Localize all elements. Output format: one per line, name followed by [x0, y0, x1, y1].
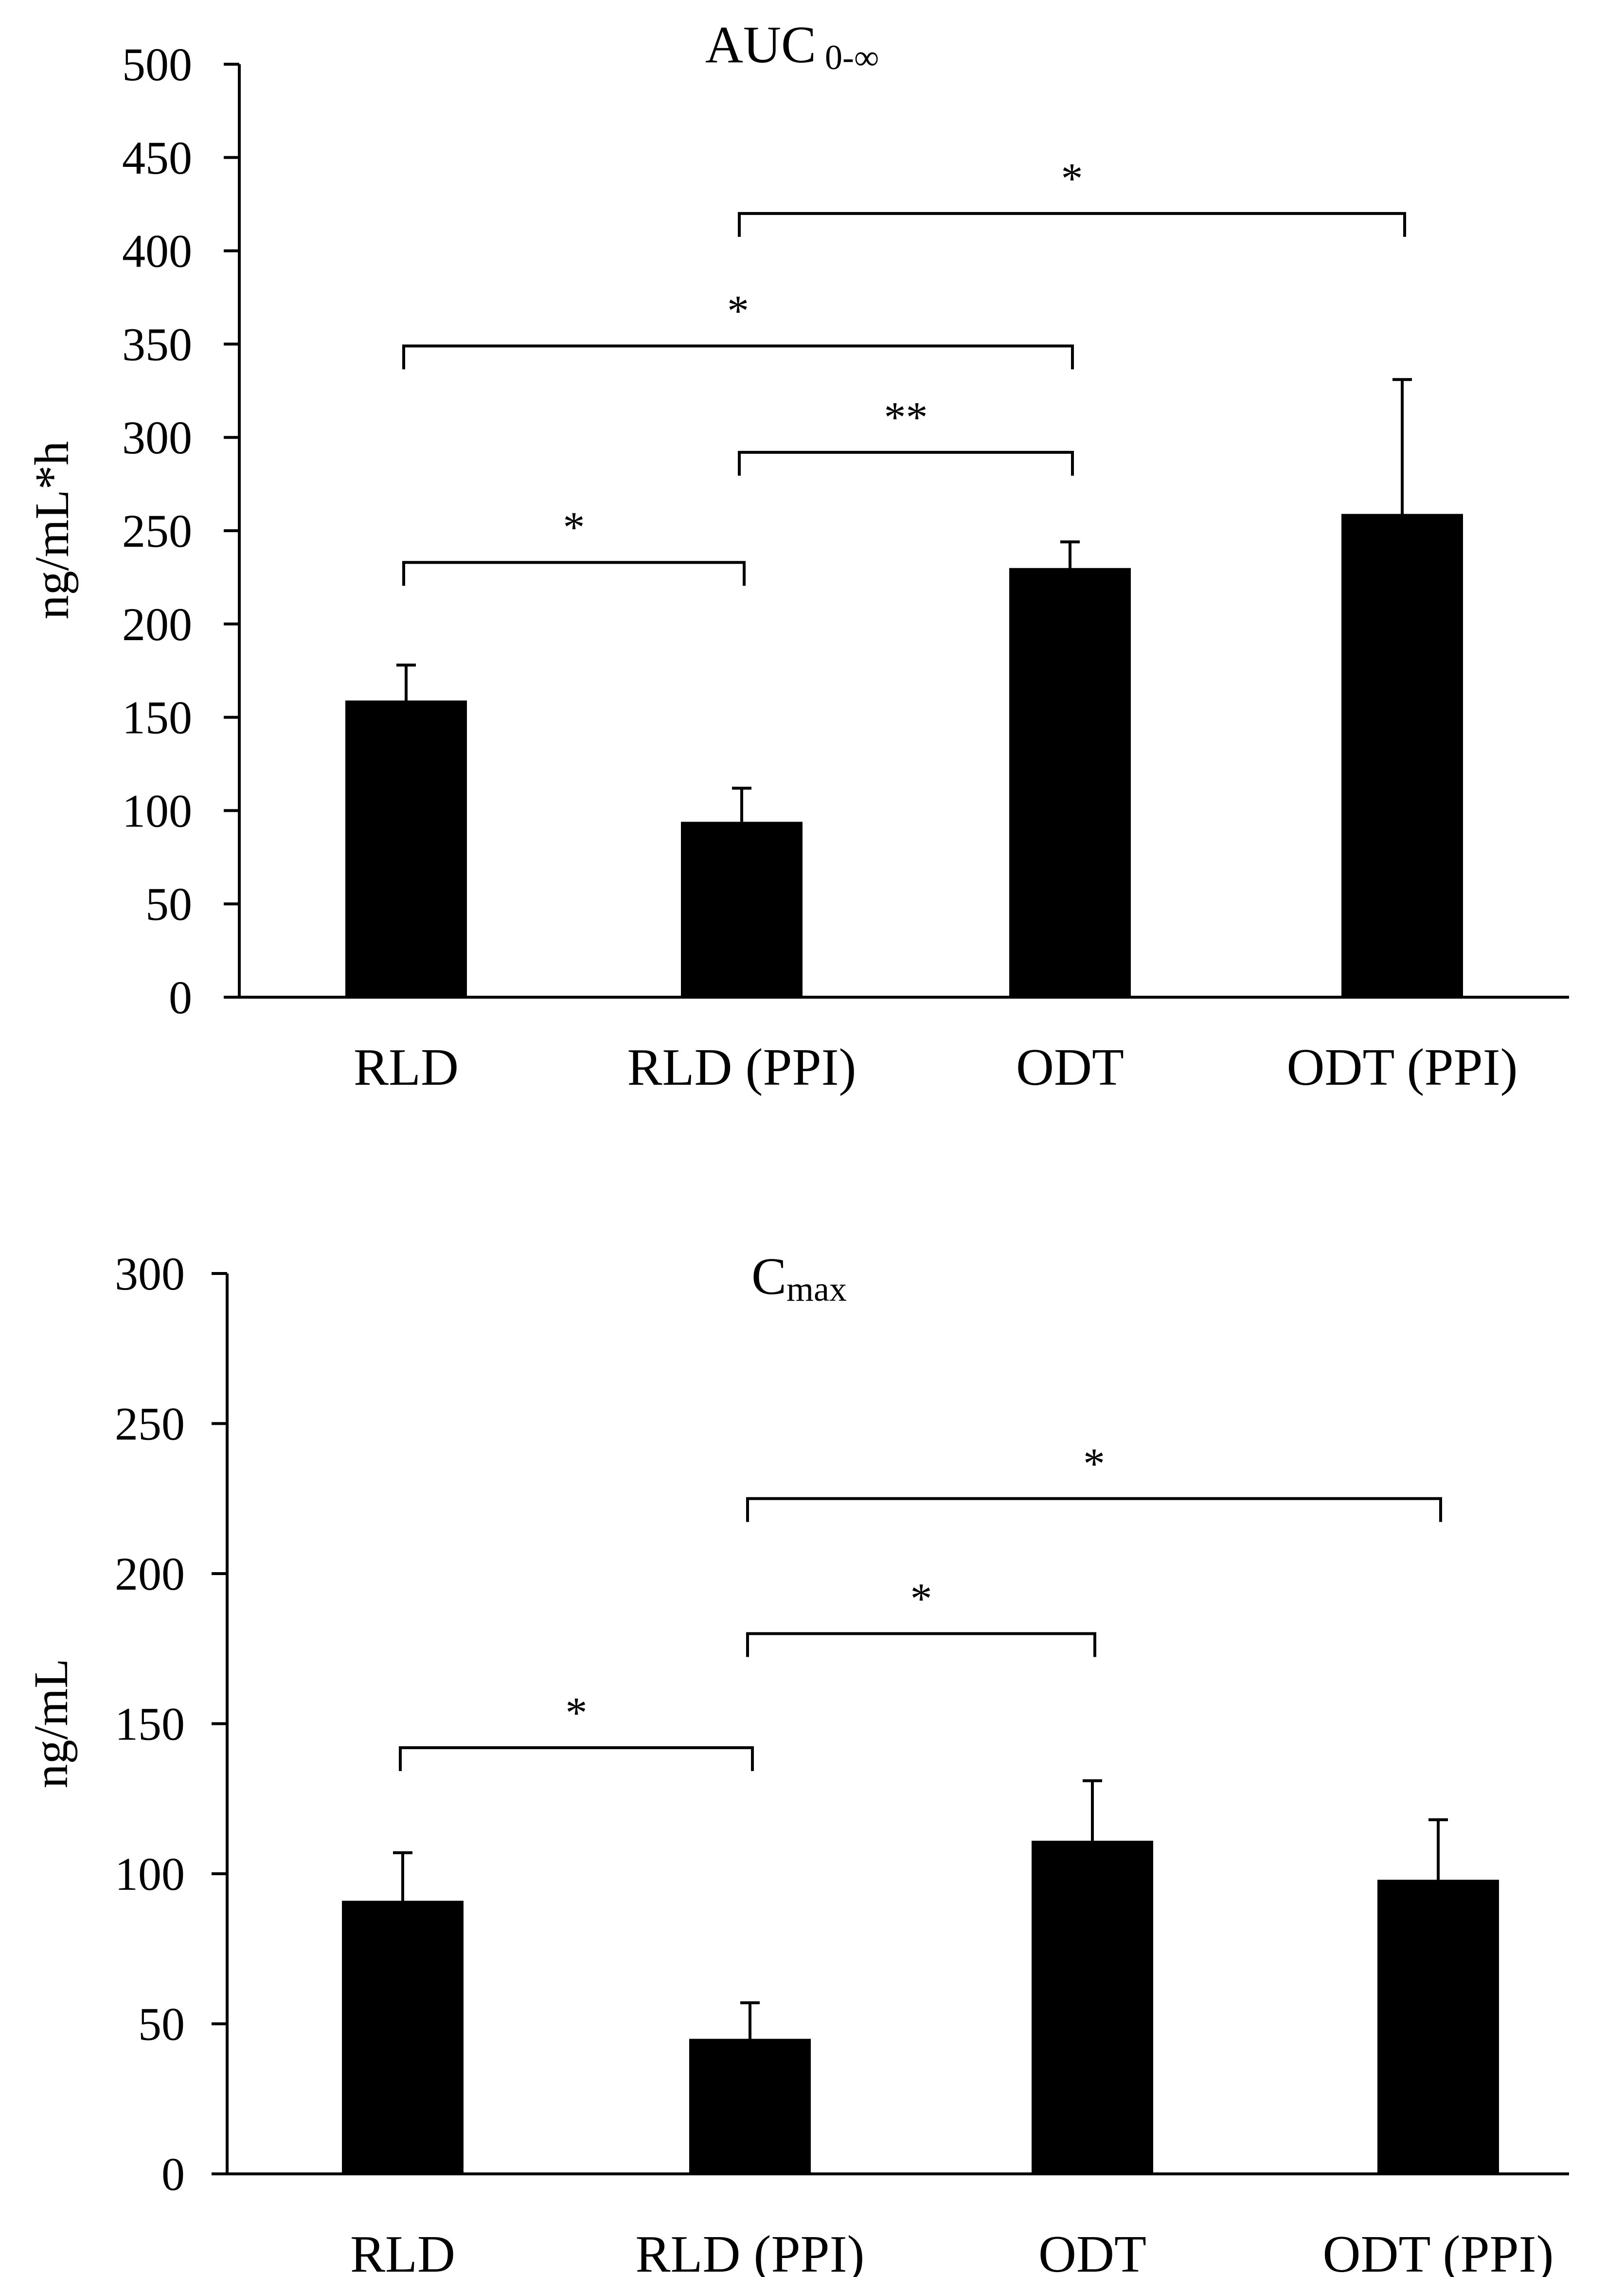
auc-bar-rld	[345, 700, 467, 997]
auc-y-tick-label: 250	[122, 505, 192, 557]
cmax-bar-odt	[1032, 1841, 1153, 2174]
cmax-x-category-label: ODT (PPI)	[1322, 2225, 1553, 2277]
cmax-y-tick-label: 100	[115, 1848, 185, 1900]
auc-y-tick-label: 300	[122, 412, 192, 464]
cmax-bar-rld-ppi	[689, 2039, 811, 2174]
auc-chart: AUC 0-∞ ng/mL*h 0 50 100 150 200 250 300 350 400 4…	[25, 16, 1569, 1096]
cmax-significance-bracket	[746, 1632, 1096, 1657]
cmax-y-tick-label: 50	[138, 1998, 185, 2050]
auc-y-axis-label: ng/mL*h	[25, 441, 79, 620]
cmax-significance-label: *	[566, 1689, 588, 1737]
cmax-chart: Cmax ng/mL 0 50 100 150 200 250 300 * * * RLD RLD…	[24, 1248, 1569, 2277]
auc-significance-bracket	[738, 450, 1074, 476]
auc-significance-bracket	[738, 212, 1406, 237]
auc-significance-label: *	[1061, 155, 1083, 203]
cmax-significance-bracket	[399, 1746, 754, 1771]
auc-y-tick-label: 450	[122, 132, 192, 184]
auc-y-tick-label: 400	[122, 225, 192, 277]
cmax-y-tick-label: 0	[161, 2148, 185, 2200]
cmax-x-category-label: RLD	[350, 2225, 455, 2277]
auc-y-tick-label: 200	[122, 598, 192, 650]
auc-x-category-label: RLD	[354, 1039, 459, 1096]
auc-x-category-label: ODT (PPI)	[1286, 1039, 1517, 1096]
auc-significance-label: *	[563, 503, 585, 552]
cmax-y-tick-label: 250	[115, 1398, 185, 1450]
auc-y-tick-label: 0	[169, 971, 192, 1023]
cmax-y-axis-label: ng/mL	[24, 1659, 78, 1789]
auc-bar-rld-ppi	[681, 822, 803, 997]
auc-significance-bracket	[402, 344, 1074, 370]
cmax-y-tick-label: 150	[115, 1698, 185, 1750]
auc-significance-label: *	[727, 287, 749, 335]
auc-chart-title: AUC 0-∞	[705, 16, 879, 77]
auc-y-tick-label: 350	[122, 318, 192, 370]
cmax-bar-rld	[342, 1900, 464, 2174]
cmax-y-tick-label: 200	[115, 1548, 185, 1600]
cmax-x-category-label: ODT	[1038, 2225, 1146, 2277]
cmax-y-tick-label: 300	[115, 1248, 185, 1300]
auc-x-category-label: ODT	[1016, 1039, 1124, 1096]
auc-significance-label: **	[884, 394, 928, 442]
auc-y-tick-label: 100	[122, 785, 192, 837]
auc-y-tick-label: 150	[122, 692, 192, 744]
cmax-chart-title: Cmax	[751, 1248, 847, 1309]
cmax-significance-label: *	[1083, 1440, 1105, 1488]
cmax-significance-bracket	[746, 1497, 1442, 1522]
cmax-significance-label: *	[910, 1575, 932, 1623]
auc-y-tick-label: 500	[122, 38, 192, 90]
auc-x-category-label: RLD (PPI)	[627, 1039, 856, 1096]
auc-significance-bracket	[402, 561, 746, 586]
cmax-bar-odt-ppi	[1377, 1880, 1499, 2174]
auc-bar-odt-ppi	[1341, 514, 1463, 997]
auc-bar-odt	[1009, 568, 1131, 997]
auc-y-tick-label: 50	[145, 878, 192, 930]
cmax-x-category-label: RLD (PPI)	[635, 2225, 864, 2277]
